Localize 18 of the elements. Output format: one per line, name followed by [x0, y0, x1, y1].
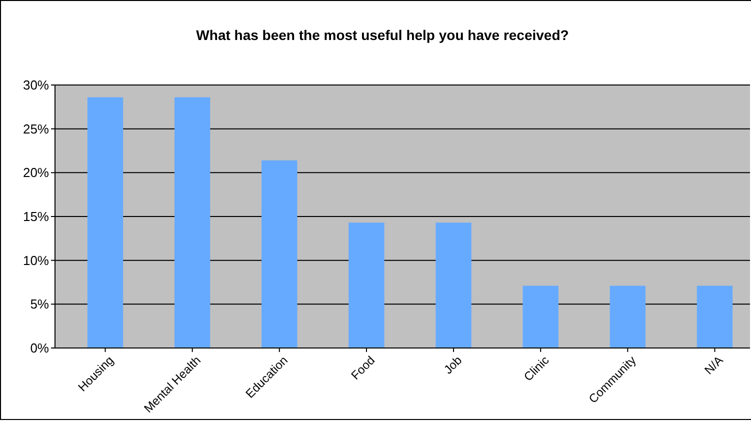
y-tick-label: 10%: [22, 252, 50, 268]
y-tick-label: 25%: [22, 121, 50, 136]
bar: [87, 97, 124, 348]
y-tick-label: 15%: [22, 209, 50, 224]
bar: [348, 222, 384, 348]
y-tick-label: 30%: [22, 78, 50, 93]
y-tick-label: 5%: [30, 296, 50, 312]
bar: [696, 286, 733, 348]
bar: [522, 286, 558, 348]
x-tick-label: N/A: [702, 353, 726, 378]
bar: [174, 97, 210, 348]
x-tick-label: Job: [441, 352, 465, 377]
y-tick-label: 0%: [30, 340, 50, 356]
bar: [262, 160, 298, 348]
chart-title: What has been the most useful help you have received?: [196, 27, 569, 43]
y-tick-label: 20%: [22, 165, 50, 180]
bar: [436, 222, 472, 348]
bar: [610, 286, 646, 348]
